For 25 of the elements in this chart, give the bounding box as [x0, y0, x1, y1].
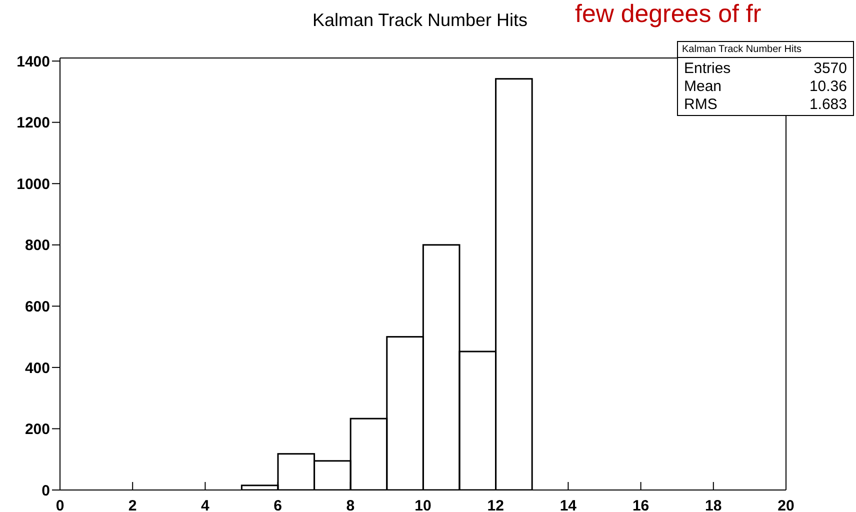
chart-title: Kalman Track Number Hits	[312, 10, 528, 30]
x-tick-label: 6	[274, 498, 282, 512]
x-tick-label: 20	[778, 498, 794, 512]
y-tick-label: 200	[24, 421, 50, 438]
y-tick-label: 1400	[16, 53, 50, 70]
stats-box: Kalman Track Number Hits Entries 3570 Mean 10.36 RMS 1.683	[677, 41, 854, 116]
overlay-note: few degrees of fr	[575, 0, 762, 29]
x-tick-label: 12	[487, 498, 504, 512]
x-tick-label: 2	[128, 498, 137, 512]
y-tick-label: 1200	[16, 114, 50, 132]
y-tick-label: 1000	[16, 176, 50, 193]
y-tick-label: 400	[24, 360, 50, 377]
y-tick-label: 600	[24, 298, 50, 316]
y-tick-label: 0	[42, 482, 50, 500]
x-tick-label: 18	[705, 498, 722, 512]
x-tick-label: 4	[201, 498, 210, 512]
annotation: RMS	[684, 96, 718, 114]
y-tick-label: 800	[24, 237, 50, 254]
x-tick-label: 8	[346, 498, 355, 512]
annotation: Entries	[684, 60, 731, 78]
x-tick-label: 0	[56, 498, 64, 512]
x-tick-label: 10	[414, 498, 432, 512]
x-tick-label: 16	[632, 498, 650, 512]
annotation: Mean	[684, 78, 722, 96]
x-tick-label: 14	[560, 498, 578, 512]
